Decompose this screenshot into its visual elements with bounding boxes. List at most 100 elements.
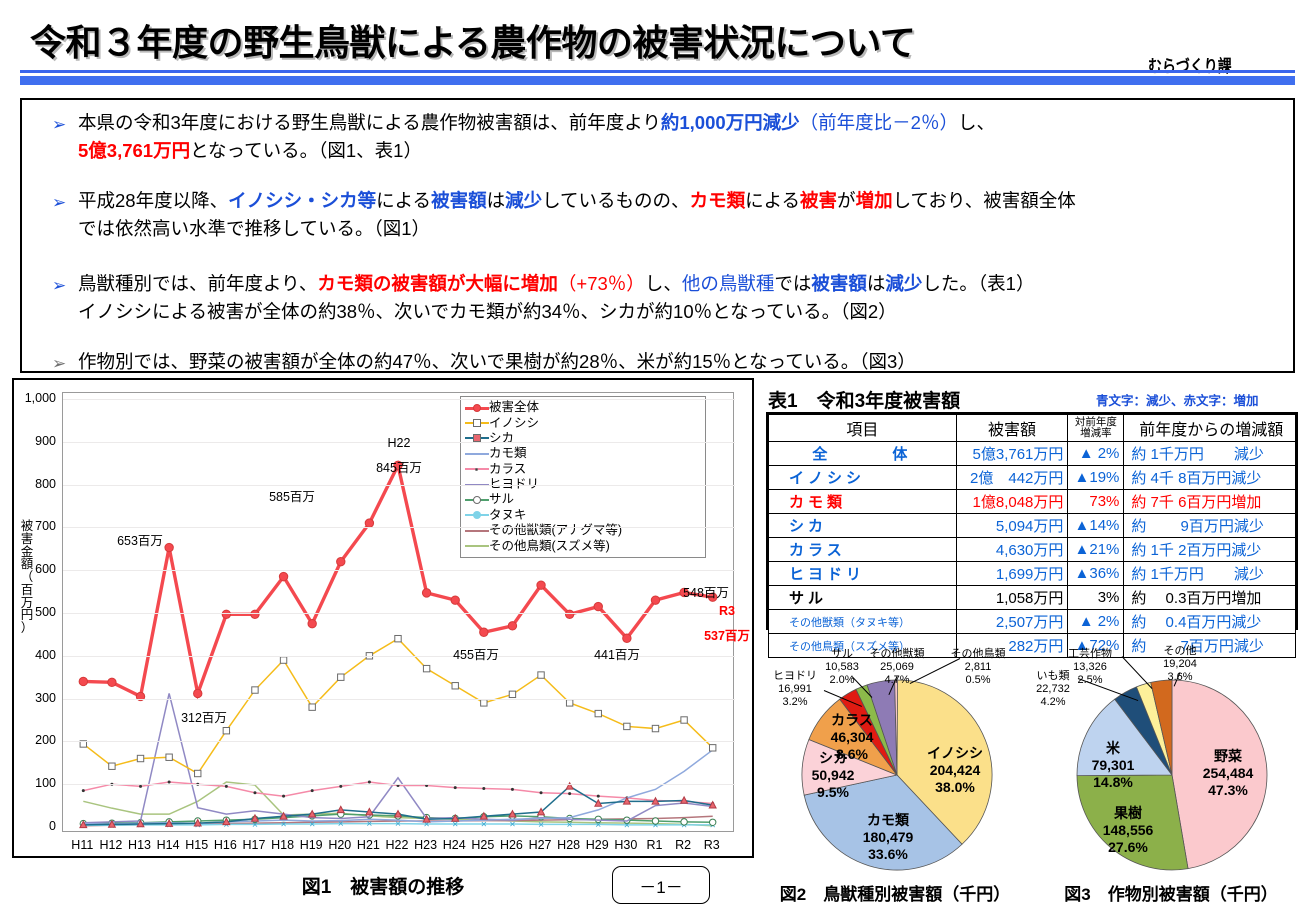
legend-item: イノシシ <box>465 415 701 430</box>
pie-slice <box>894 679 898 776</box>
chart-annotation: 455百万 <box>453 648 499 662</box>
figure1-caption: 図1 被害額の推移 <box>301 877 465 898</box>
data-point-marker <box>164 818 174 827</box>
pie-slice <box>801 738 899 796</box>
pie-slice <box>808 698 899 776</box>
summary-line: イノシシによる被害が全体の約38％、次いでカモ類が約34％、シカが約10％となっ… <box>78 302 1279 322</box>
pie-label-percent: 2.5% <box>1077 674 1103 687</box>
series-line <box>83 822 713 827</box>
pie-label-percent: 3.2% <box>782 696 808 709</box>
pie-label-value: 204,424 <box>929 761 981 778</box>
pie-label-value: 22,732 <box>1036 683 1070 696</box>
data-point-marker <box>107 819 117 828</box>
y-axis-tick-label: 700 <box>35 519 56 534</box>
text-run: しており、被害額全体 <box>892 190 1076 211</box>
cell-rate: ▲72% <box>1067 633 1125 658</box>
data-point-marker <box>139 784 143 788</box>
data-point-marker: ✕ <box>252 820 259 829</box>
legend-label: ヒヨドリ <box>489 477 540 492</box>
series-line <box>83 693 713 824</box>
y-axis-title: 被害金額（百万円） <box>18 520 36 635</box>
table1-head: 項目 被害額 対前年度 増減率 前年度からの増減額 <box>768 414 1296 442</box>
data-point-marker <box>568 792 572 796</box>
legend-item: カラス <box>465 462 701 477</box>
table1-title: 表1 令和3年度被害額 <box>768 391 961 412</box>
legend-swatch-icon <box>465 431 489 445</box>
pie-slice <box>1114 686 1173 776</box>
data-point-marker <box>651 724 660 733</box>
legend-label: タヌキ <box>489 507 527 522</box>
data-point-marker <box>594 815 602 823</box>
data-point-marker <box>679 587 689 598</box>
y-axis-title-char: 万 <box>20 595 34 610</box>
table-row: 全 体 5億3,761万円 ▲ 2% 約 1千万円 減少 <box>768 441 1296 466</box>
data-point-marker <box>622 796 632 805</box>
cell-delta: 約 7千 6百万円増加 <box>1123 489 1296 514</box>
pie-slice-label: カラス 46,304 8.6% <box>831 712 874 762</box>
pie-slice-label: いも類 22,732 4.2% <box>1036 670 1070 710</box>
x-axis-tick-label: H12 <box>99 838 123 852</box>
text-run: 被害 <box>800 190 838 211</box>
page-header: 令和３年度の野生鳥獣による農作物の被害状況について むらづくり課 <box>0 0 1311 92</box>
pie-label-name: カモ類 <box>866 812 909 828</box>
bullet-arrow-icon: ➢ <box>52 276 67 295</box>
grid-line <box>63 484 735 486</box>
x-axis-tick-label: H19 <box>299 838 323 852</box>
summary-line: 本県の令和3年度における野生鳥獣による農作物被害額は、前年度より約1,000万円… <box>78 112 1279 133</box>
summary-bullet: ➢ 平成28年度以降、イノシシ・シカ等による被害額は減少しているものの、カモ類によ… <box>22 190 1293 238</box>
legend-swatch-icon <box>465 462 489 476</box>
cell-item: シカ <box>768 513 957 538</box>
header-rule-thick <box>20 76 1295 85</box>
pie-label-percent: 27.6% <box>1108 838 1148 855</box>
data-point-marker <box>421 588 432 598</box>
pie-slice <box>839 688 898 776</box>
data-point-marker <box>394 634 402 643</box>
summary-bullet-text: 鳥獣種別では、前年度より、カモ類の被害額が大幅に増加（+73％）し、他の鳥獣種で… <box>78 273 1279 322</box>
y-axis-title-char: （ <box>20 570 34 584</box>
cell-delta: 約 1千 2百万円減少 <box>1123 537 1296 562</box>
pie-label-percent: 47.3% <box>1208 781 1248 798</box>
y-axis-tick-label: 800 <box>35 476 56 491</box>
text-run: し、 <box>644 273 682 294</box>
data-point-marker: ✕ <box>337 820 344 829</box>
pie-label-value: 19,204 <box>1163 658 1197 671</box>
pie-label-name: シカ <box>818 750 847 766</box>
table-row: ヒヨドリ 1,699万円 ▲36% 約 1千万円 減少 <box>768 561 1296 586</box>
grid-line <box>63 527 735 529</box>
legend-label: その他獣類(アナグマ等) <box>489 523 623 538</box>
x-axis-tick-label: H27 <box>528 838 552 852</box>
data-point-marker <box>336 805 346 814</box>
data-point-marker: ✕ <box>652 821 659 830</box>
summary-box: ➢ 本県の令和3年度における野生鳥獣による農作物被害額は、前年度より約1,000万… <box>20 98 1295 373</box>
pie-label-name: イノシシ <box>927 745 983 761</box>
grid-line <box>63 570 735 572</box>
data-point-marker <box>136 754 145 763</box>
legend-label: 被害全体 <box>489 400 540 415</box>
cell-item: ヒヨドリ <box>768 561 957 586</box>
pie-slice-label: 果樹 148,556 27.6% <box>1103 805 1154 855</box>
data-point-marker: ✕ <box>280 820 287 829</box>
table1: 項目 被害額 対前年度 増減率 前年度からの増減額 全 体 5億3,761万円 ▲ … <box>768 414 1296 658</box>
x-axis-tick-label: H16 <box>213 838 237 852</box>
pie-label-value: 2,811 <box>964 661 992 674</box>
data-point-marker: ✕ <box>509 820 516 829</box>
data-point-marker <box>450 813 460 822</box>
grid-line <box>63 399 735 400</box>
y-axis-tick-label: 200 <box>35 733 56 748</box>
text-run: イノシシ・シカ等 <box>228 190 377 211</box>
pie-slice-label: 野菜 254,484 47.3% <box>1203 748 1254 798</box>
pie-slice-label: シカ 50,942 9.5% <box>812 750 855 800</box>
legend-item: その他鳥類(スズメ等) <box>465 539 701 554</box>
y-axis-title-char: 百 <box>20 582 34 597</box>
pie-label-leader-line <box>851 676 873 698</box>
data-point-marker <box>367 780 371 784</box>
data-point-marker <box>708 744 717 752</box>
data-point-marker <box>193 688 203 699</box>
pie-slice <box>1150 679 1173 776</box>
x-axis-tick-label: H28 <box>557 838 581 852</box>
chart-annotation: 537百万 <box>704 629 750 643</box>
chart-annotation: 585百万 <box>269 490 315 504</box>
text-run: 本県の令和3年度における野生鳥獣による農作物被害額は、前年度より <box>78 112 661 133</box>
chart-annotation: 312百万 <box>181 711 227 725</box>
data-point-marker <box>680 716 688 724</box>
